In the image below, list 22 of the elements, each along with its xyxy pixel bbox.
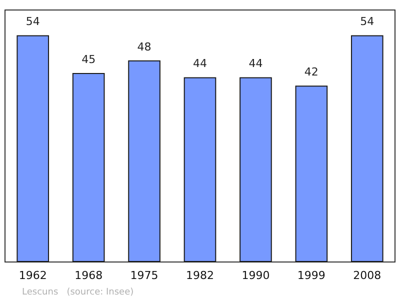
bar xyxy=(128,60,160,262)
x-tick-label: 1968 xyxy=(74,269,103,282)
data-label: 42 xyxy=(304,66,318,79)
bar xyxy=(350,35,384,262)
x-tick-label: 1962 xyxy=(18,269,47,282)
bar xyxy=(240,77,272,262)
bar xyxy=(295,86,328,262)
bar xyxy=(16,35,50,262)
data-label: 44 xyxy=(193,57,207,70)
data-label: 45 xyxy=(82,53,96,66)
bar xyxy=(184,77,216,262)
x-tick-label: 1975 xyxy=(130,269,158,282)
data-label: 54 xyxy=(360,15,374,28)
data-label: 48 xyxy=(137,40,152,54)
text: Lescuns (source: Insee) xyxy=(22,288,134,298)
data-label: 44 xyxy=(248,57,263,70)
x-tick-label: 1982 xyxy=(186,269,214,282)
bar xyxy=(72,73,105,262)
x-tick-label: 2008 xyxy=(353,269,382,282)
x-tick-label: 1999 xyxy=(297,269,326,282)
data-label: 54 xyxy=(26,15,40,28)
x-tick-label: 1990 xyxy=(242,269,270,282)
